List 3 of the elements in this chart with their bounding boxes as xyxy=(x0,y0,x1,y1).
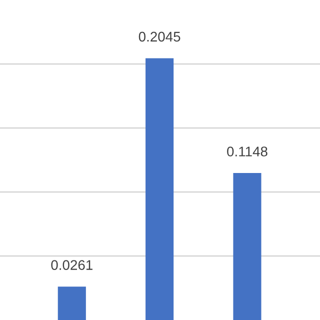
data-label: 0.0261 xyxy=(51,260,92,270)
data-label: 0.2045 xyxy=(138,32,180,42)
data-label: 0.1148 xyxy=(227,146,268,156)
